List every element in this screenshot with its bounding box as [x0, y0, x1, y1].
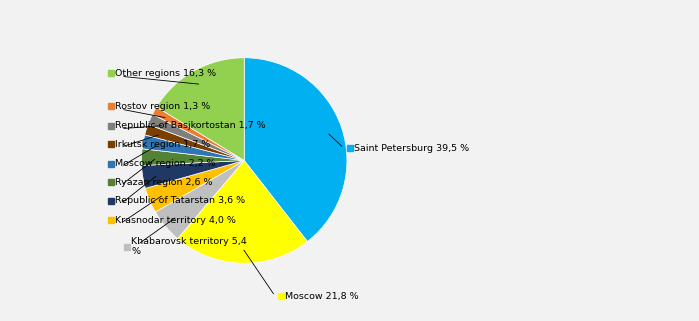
Text: Khabarovsk territory 5,4
%: Khabarovsk territory 5,4 %	[131, 237, 247, 256]
Wedge shape	[145, 124, 244, 160]
Text: Other regions 16,3 %: Other regions 16,3 %	[115, 69, 216, 78]
Wedge shape	[148, 114, 244, 160]
Text: Moscow region 2,2 %: Moscow region 2,2 %	[115, 159, 215, 168]
Wedge shape	[178, 160, 308, 263]
Text: Republic of Basjkortostan 1,7 %: Republic of Basjkortostan 1,7 %	[115, 121, 266, 130]
Wedge shape	[142, 160, 244, 188]
Text: Irkutsk region 1,7 %: Irkutsk region 1,7 %	[115, 140, 210, 149]
Wedge shape	[142, 135, 244, 160]
Wedge shape	[141, 149, 244, 166]
Wedge shape	[145, 160, 244, 212]
Text: Rostov region 1,3 %: Rostov region 1,3 %	[115, 101, 210, 110]
Text: Ryazan region 2,6 %: Ryazan region 2,6 %	[115, 178, 212, 187]
Text: Saint Petersburg 39,5 %: Saint Petersburg 39,5 %	[354, 144, 469, 153]
Text: Krasnodar territory 4,0 %: Krasnodar territory 4,0 %	[115, 216, 236, 225]
Wedge shape	[155, 160, 244, 239]
Wedge shape	[244, 58, 347, 241]
Wedge shape	[157, 58, 244, 160]
Text: Moscow 21,8 %: Moscow 21,8 %	[285, 291, 359, 300]
Wedge shape	[152, 107, 244, 160]
Text: Republic of Tatarstan 3,6 %: Republic of Tatarstan 3,6 %	[115, 196, 245, 205]
